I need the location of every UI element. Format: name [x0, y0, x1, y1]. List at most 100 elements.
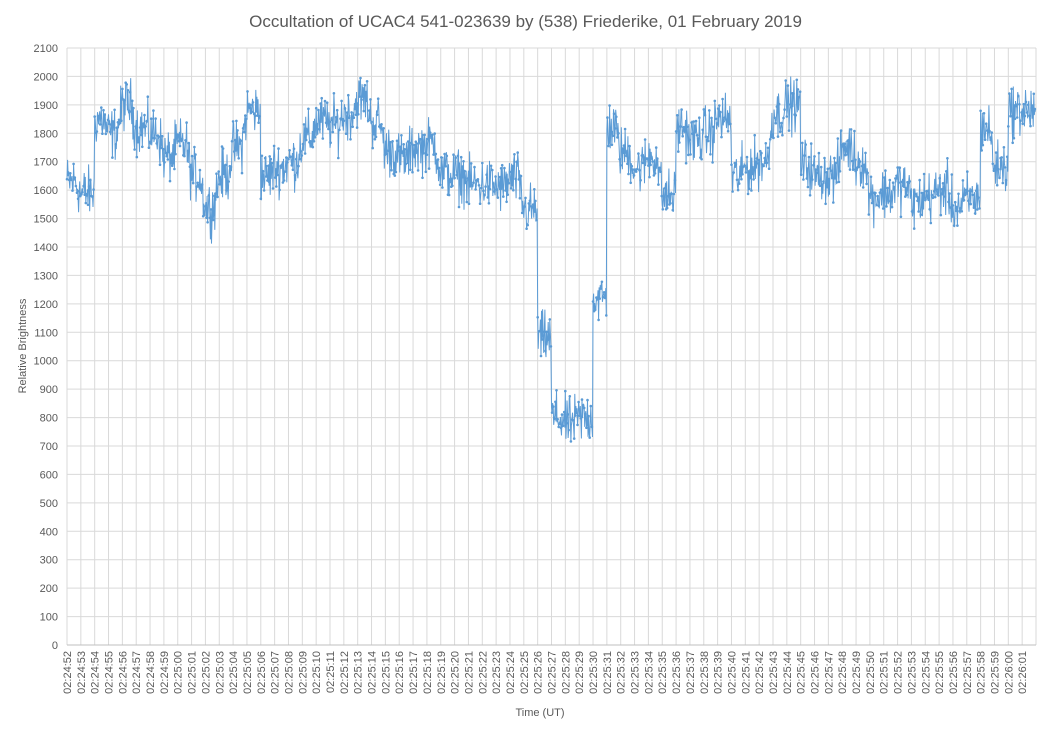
x-tick-label: 02:25:40	[726, 651, 738, 694]
x-tick-label: 02:24:54	[90, 651, 102, 694]
data-point	[374, 135, 378, 139]
data-point	[935, 188, 938, 191]
data-point	[661, 208, 665, 211]
x-tick-label: 02:25:53	[906, 651, 918, 694]
x-tick-label: 02:25:33	[630, 651, 642, 694]
data-point	[331, 130, 335, 134]
data-point	[101, 132, 104, 135]
data-point	[988, 129, 991, 133]
data-point	[765, 161, 769, 165]
data-point	[741, 173, 744, 176]
data-point	[165, 154, 168, 158]
x-tick-label: 02:25:23	[491, 651, 503, 694]
data-point	[376, 97, 380, 100]
data-point	[618, 158, 621, 161]
data-point	[692, 120, 696, 123]
data-point	[483, 193, 486, 197]
data-point	[875, 203, 878, 207]
data-point	[746, 192, 750, 196]
data-point	[247, 103, 250, 107]
data-point	[432, 153, 435, 156]
data-point	[554, 400, 557, 404]
data-point	[599, 287, 603, 290]
data-point	[720, 135, 723, 139]
data-point	[783, 108, 786, 111]
data-point	[142, 122, 145, 125]
data-point	[651, 160, 655, 163]
data-point	[350, 111, 353, 114]
data-point	[422, 152, 425, 155]
data-point	[843, 142, 846, 145]
data-point	[113, 108, 116, 112]
data-point	[186, 149, 189, 153]
data-point	[357, 113, 360, 116]
data-point	[504, 189, 507, 192]
data-point	[92, 188, 95, 191]
data-point	[993, 164, 997, 168]
x-tick-label: 02:25:18	[422, 651, 434, 694]
data-point	[1014, 104, 1018, 108]
data-point	[763, 156, 766, 160]
data-point	[125, 83, 129, 86]
y-tick-label: 1100	[34, 327, 58, 339]
data-point	[320, 96, 324, 100]
data-point	[859, 171, 863, 175]
data-point	[955, 209, 958, 213]
data-point	[681, 134, 684, 138]
x-tick-label: 02:25:27	[547, 651, 559, 694]
x-tick-label: 02:26:00	[1003, 651, 1015, 694]
data-point	[352, 116, 356, 119]
data-point	[433, 132, 437, 135]
data-point	[291, 168, 295, 172]
data-point	[239, 139, 243, 142]
data-point	[224, 163, 227, 167]
data-point	[423, 133, 427, 137]
data-point	[715, 122, 719, 125]
data-point	[91, 195, 94, 198]
data-point	[830, 176, 834, 180]
data-point	[806, 185, 810, 189]
data-point	[394, 170, 398, 174]
data-point	[114, 143, 117, 146]
x-tick-label: 02:25:39	[713, 651, 725, 694]
y-tick-label: 700	[40, 441, 58, 453]
y-tick-label: 2000	[34, 71, 58, 83]
data-point	[207, 194, 211, 197]
data-point	[768, 138, 772, 141]
series-line	[66, 76, 1036, 442]
data-point	[550, 411, 554, 414]
data-point	[170, 164, 174, 167]
data-point	[659, 170, 662, 173]
data-point	[166, 158, 170, 161]
data-point	[589, 404, 593, 408]
data-point	[447, 193, 451, 197]
data-point	[382, 127, 386, 130]
data-point	[597, 318, 600, 322]
data-point	[805, 177, 809, 180]
data-point	[610, 143, 614, 147]
data-point	[112, 120, 115, 123]
data-point	[579, 417, 583, 420]
data-point	[309, 140, 312, 143]
data-point	[412, 151, 415, 155]
data-point	[232, 150, 236, 153]
data-point	[908, 180, 912, 183]
data-point	[1007, 125, 1010, 128]
data-point	[397, 149, 401, 153]
data-point	[947, 200, 950, 204]
data-point	[808, 194, 812, 197]
data-point	[538, 329, 542, 333]
data-point	[822, 180, 825, 183]
data-point	[962, 198, 966, 202]
data-point	[300, 154, 304, 157]
data-point	[845, 149, 848, 153]
data-point	[556, 417, 559, 421]
data-point	[722, 119, 725, 123]
data-point	[772, 136, 775, 140]
data-point	[146, 95, 150, 98]
y-tick-label: 1300	[34, 270, 58, 282]
data-point	[319, 102, 322, 105]
data-point	[421, 176, 424, 180]
data-point	[702, 108, 706, 111]
data-point	[275, 185, 278, 188]
